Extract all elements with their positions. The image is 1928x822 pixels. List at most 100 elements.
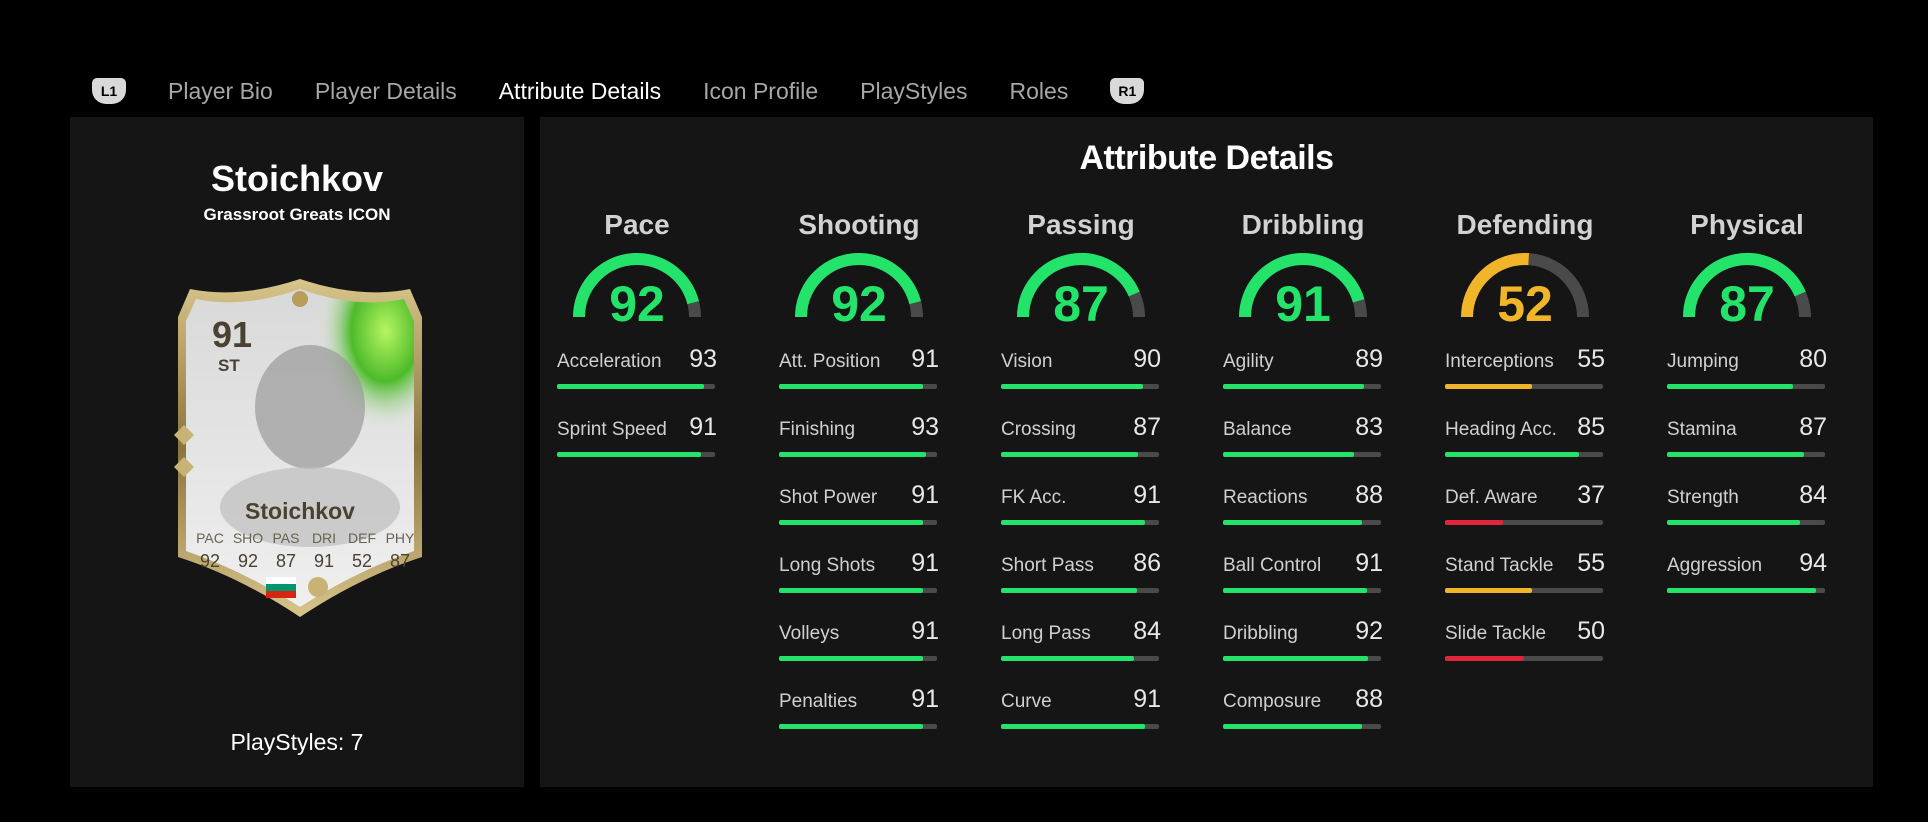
attribute-row: Acceleration 93	[557, 333, 717, 401]
category-gauge: 92	[573, 253, 701, 323]
attribute-bar	[1667, 520, 1825, 525]
category-gauge: 91	[1239, 253, 1367, 323]
attribute-bar	[779, 588, 937, 593]
attribute-label: Balance	[1223, 419, 1292, 440]
attribute-bar	[1445, 588, 1603, 593]
category-title: Pace	[604, 209, 670, 240]
attribute-bar	[1223, 452, 1381, 457]
attribute-list: Att. Position 91 Finishing 93 Shot Power 91 Lo…	[779, 333, 939, 741]
attribute-value: 91	[911, 549, 939, 577]
attribute-bar	[1001, 588, 1159, 593]
attribute-label: Long Shots	[779, 555, 876, 576]
attribute-value: 37	[1577, 481, 1605, 509]
attribute-list: Jumping 80 Stamina 87 Strength 84 Aggression 94	[1667, 333, 1827, 605]
tab-playstyles[interactable]: PlayStyles	[860, 77, 968, 104]
attribute-value: 55	[1577, 549, 1605, 577]
attribute-label: Stamina	[1667, 419, 1737, 440]
attribute-bar	[1223, 656, 1381, 661]
attribute-category-passing: Passing 87 Vision 90 Crossing 87 FK Acc. 91 Shor…	[1001, 209, 1161, 741]
attribute-bar-fill	[1223, 724, 1363, 729]
attribute-value: 55	[1577, 345, 1605, 373]
attribute-row: Att. Position 91	[779, 333, 939, 401]
attribute-bar	[779, 724, 937, 729]
tab-roles[interactable]: Roles	[1009, 77, 1069, 104]
attribute-bar	[1001, 724, 1159, 729]
category-title: Physical	[1690, 209, 1804, 240]
attribute-row: Aggression 94	[1667, 537, 1827, 605]
attribute-row: Sprint Speed 91	[557, 401, 717, 469]
attribute-value: 91	[689, 413, 717, 441]
attribute-label: Strength	[1667, 487, 1739, 508]
category-gauge: 87	[1017, 253, 1145, 323]
attribute-value: 90	[1133, 345, 1161, 373]
attribute-label: Stand Tackle	[1445, 555, 1554, 576]
card-rating: 91	[212, 314, 252, 355]
attribute-value: 88	[1355, 481, 1383, 509]
attribute-list: Agility 89 Balance 83 Reactions 88 Ball Contro…	[1223, 333, 1383, 741]
card-stat-label: PHY	[386, 530, 415, 546]
attribute-value: 93	[911, 413, 939, 441]
attribute-bar	[1223, 384, 1381, 389]
attribute-value: 91	[1133, 481, 1161, 509]
attribute-bar-fill	[1001, 656, 1134, 661]
category-rating: 92	[609, 276, 665, 323]
attribute-value: 94	[1799, 549, 1827, 577]
attribute-bar	[1667, 384, 1825, 389]
attribute-row: Agility 89	[1223, 333, 1383, 401]
attribute-bar	[779, 520, 937, 525]
attribute-label: Composure	[1223, 691, 1322, 712]
attribute-details-panel: Attribute Details Pace 92 Acceleration 93 Sp…	[540, 117, 1873, 787]
attribute-row: Finishing 93	[779, 401, 939, 469]
category-rating: 87	[1719, 276, 1775, 323]
attribute-row: Vision 90	[1001, 333, 1161, 401]
attribute-bar-fill	[1667, 588, 1816, 593]
icon-badge-icon	[308, 577, 328, 597]
chemistry-style-icon	[174, 425, 194, 445]
attribute-bar-fill	[1223, 520, 1363, 525]
attribute-bar	[779, 656, 937, 661]
tab-player-details[interactable]: Player Details	[314, 77, 457, 104]
attribute-bar-fill	[779, 656, 923, 661]
attribute-row: Def. Aware 37	[1445, 469, 1605, 537]
l1-button-icon[interactable]: L1	[92, 78, 126, 104]
card-position: ST	[218, 356, 240, 375]
category-title: Dribbling	[1241, 209, 1365, 240]
attribute-label: FK Acc.	[1001, 487, 1067, 508]
attribute-row: Strength 84	[1667, 469, 1827, 537]
r1-button-icon[interactable]: R1	[1110, 78, 1145, 104]
attribute-label: Interceptions	[1445, 351, 1554, 372]
attribute-bar-fill	[1445, 656, 1524, 661]
gauge-fill	[1461, 253, 1530, 318]
gauge-fill	[795, 253, 921, 318]
tab-player-bio[interactable]: Player Bio	[168, 77, 273, 104]
category-rating: 87	[1053, 276, 1109, 323]
attribute-label: Reactions	[1223, 487, 1308, 508]
attribute-row: Slide Tackle 50	[1445, 605, 1605, 673]
gauge-fill	[573, 253, 699, 318]
attribute-bar	[1667, 452, 1825, 457]
attribute-category-dribbling: Dribbling 91 Agility 89 Balance 83 Reactions 88…	[1223, 209, 1383, 741]
player-card[interactable]: 91 ST Stoichkov PAC SHO PAS DRI DEF PHY …	[160, 277, 440, 627]
card-stat-label: PAC	[196, 530, 224, 546]
category-gauge: 92	[795, 253, 923, 323]
attribute-bar	[1001, 656, 1159, 661]
tab-icon-profile[interactable]: Icon Profile	[703, 77, 819, 104]
card-stat-value: 92	[238, 551, 258, 571]
attribute-bar-fill	[557, 452, 701, 457]
tab-attribute-details[interactable]: Attribute Details	[498, 77, 662, 104]
attribute-label: Finishing	[779, 419, 856, 440]
attribute-value: 91	[911, 617, 939, 645]
attribute-bar	[1223, 520, 1381, 525]
attribute-value: 80	[1799, 345, 1827, 373]
attribute-value: 50	[1577, 617, 1605, 645]
attribute-row: Heading Acc. 85	[1445, 401, 1605, 469]
attribute-label: Curve	[1001, 691, 1052, 712]
attribute-list: Acceleration 93 Sprint Speed 91	[557, 333, 717, 469]
player-portrait-icon	[255, 345, 365, 469]
attribute-row: Long Pass 84	[1001, 605, 1161, 673]
attribute-bar-fill	[1223, 588, 1367, 593]
attribute-value: 85	[1577, 413, 1605, 441]
attribute-label: Att. Position	[779, 351, 881, 372]
attribute-bar-fill	[779, 452, 926, 457]
attribute-label: Heading Acc.	[1445, 419, 1557, 440]
